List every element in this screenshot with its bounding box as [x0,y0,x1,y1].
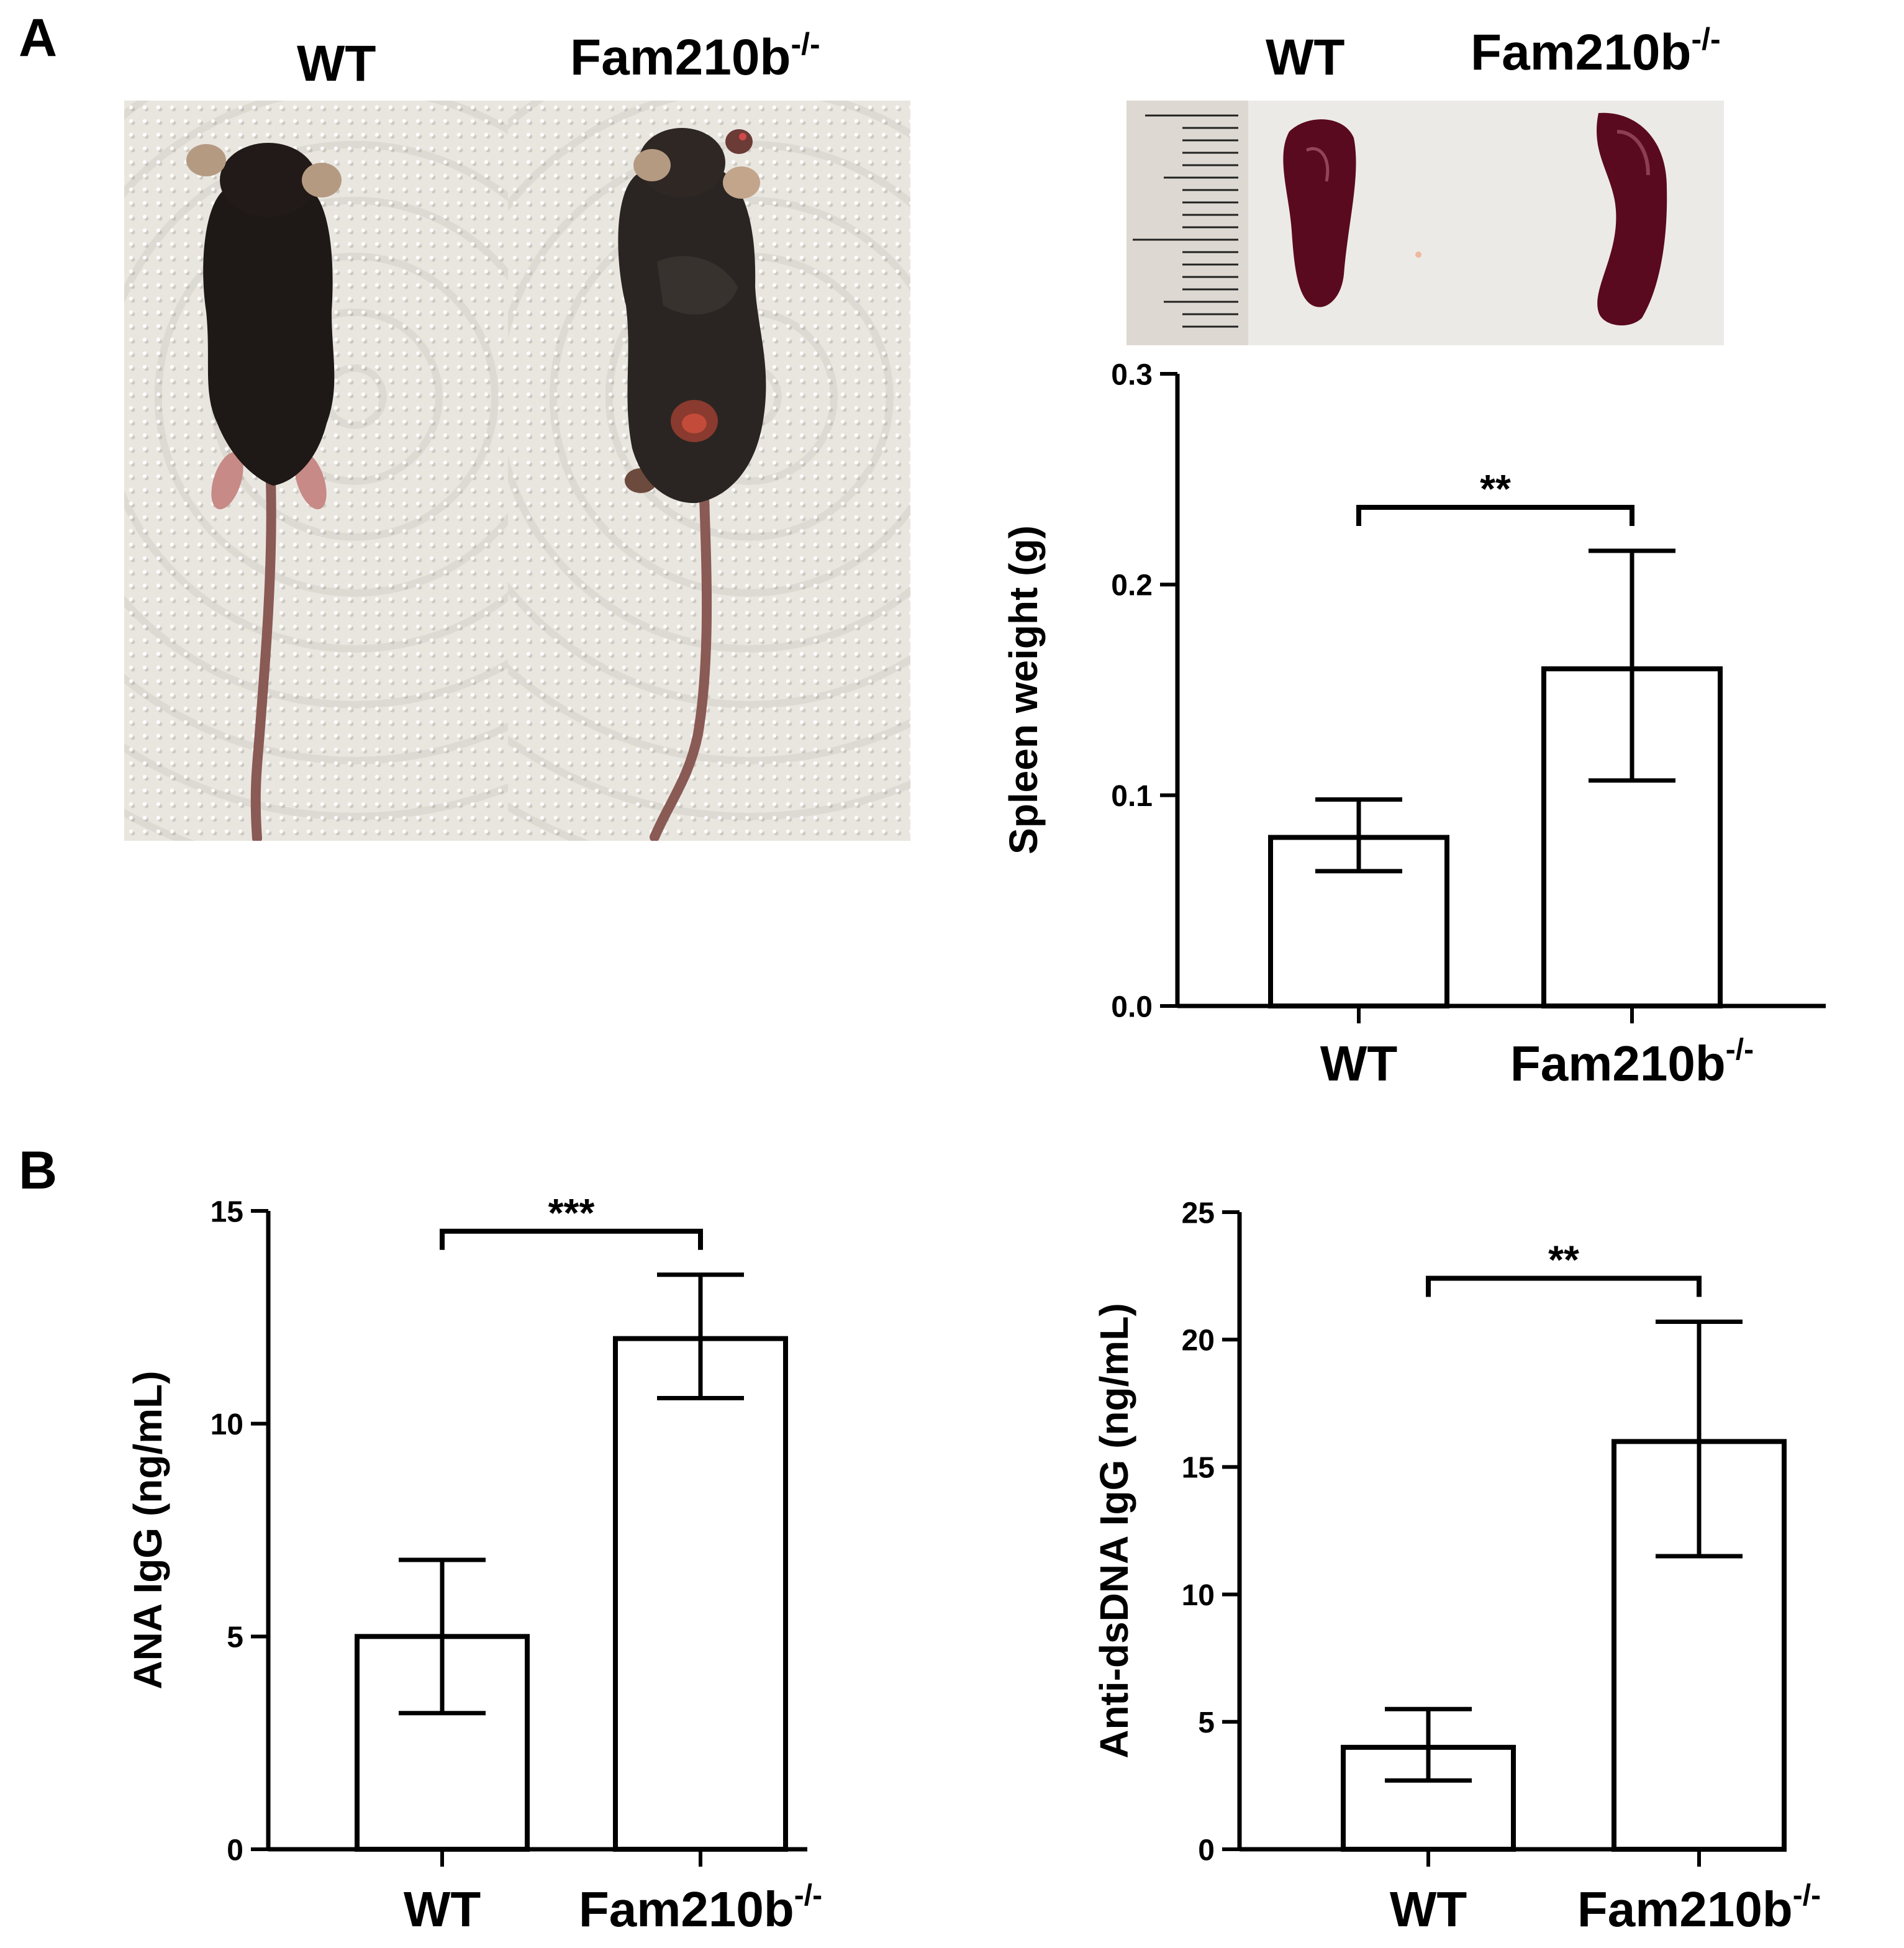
significance-bracket [1426,1275,1702,1297]
y-tick-label: 0.1 [1111,780,1153,813]
spleen-photo [1127,101,1724,345]
y-tick-label: 15 [211,1195,243,1228]
bar [613,1336,788,1852]
y-axis-label: ANA IgG (ng/mL) [125,1370,170,1689]
category-label: WT [1390,1882,1467,1937]
y-tick-label: 0 [1198,1834,1215,1867]
spleen-photo-label-ko: Fam210b-/- [1471,22,1721,81]
wt-mouse-illustration [186,143,342,841]
y-tick-label: 0.0 [1111,990,1153,1023]
y-tick-label: 10 [211,1408,243,1441]
spleen-illustration [1127,101,1667,345]
y-tick-label: 0.2 [1111,569,1153,602]
ko-mouse-illustration [618,128,766,841]
panel-a-letter: A [19,8,58,68]
y-tick-label: 5 [1198,1706,1215,1739]
y-tick-label: 10 [1182,1579,1215,1612]
panel-b-letter: B [19,1141,58,1200]
category-label: WT [1320,1036,1398,1091]
ko-mouse-photo [508,101,910,841]
y-axis-label: Anti-dsDNA IgG (ng/mL) [1092,1303,1136,1759]
ruler-ticks [1133,114,1238,328]
category-label: Fam210b-/- [1577,1879,1821,1937]
y-tick-label: 0.3 [1111,358,1153,391]
ana-igg-chart: 0 5 10 15 ANA IgG (ng/mL) WT Fam210b-/- *** [125,1190,822,1937]
spleen-photo-label-wt: WT [1266,29,1345,86]
wt-mouse-photo [124,101,508,841]
significance-stars: *** [548,1190,595,1235]
y-axis-label: Spleen weight (g) [1001,525,1046,854]
significance-bracket [1356,505,1634,527]
category-label: WT [404,1882,481,1937]
significance-stars: ** [1480,466,1511,511]
y-tick-label: 15 [1182,1452,1215,1485]
significance-stars: ** [1548,1237,1579,1282]
mouse-photo-label-wt: WT [297,35,376,92]
mouse-photo-label-ko: Fam210b-/- [570,27,820,86]
significance-bracket [440,1228,703,1250]
category-label: Fam210b-/- [579,1879,822,1937]
y-tick-label: 0 [227,1834,243,1867]
anti-dsdna-igg-chart: 0 5 10 15 20 25 Anti-dsDNA IgG (ng/mL) WT Fam210… [1092,1197,1821,1937]
category-label: Fam210b-/- [1510,1033,1754,1091]
y-tick-label: 20 [1182,1324,1215,1357]
spleen-weight-chart: 0.0 0.1 0.2 0.3 Spleen weight (g) WT Fam210b-/… [1001,358,1826,1091]
y-tick-label: 25 [1182,1197,1215,1230]
y-tick-label: 5 [227,1621,243,1654]
